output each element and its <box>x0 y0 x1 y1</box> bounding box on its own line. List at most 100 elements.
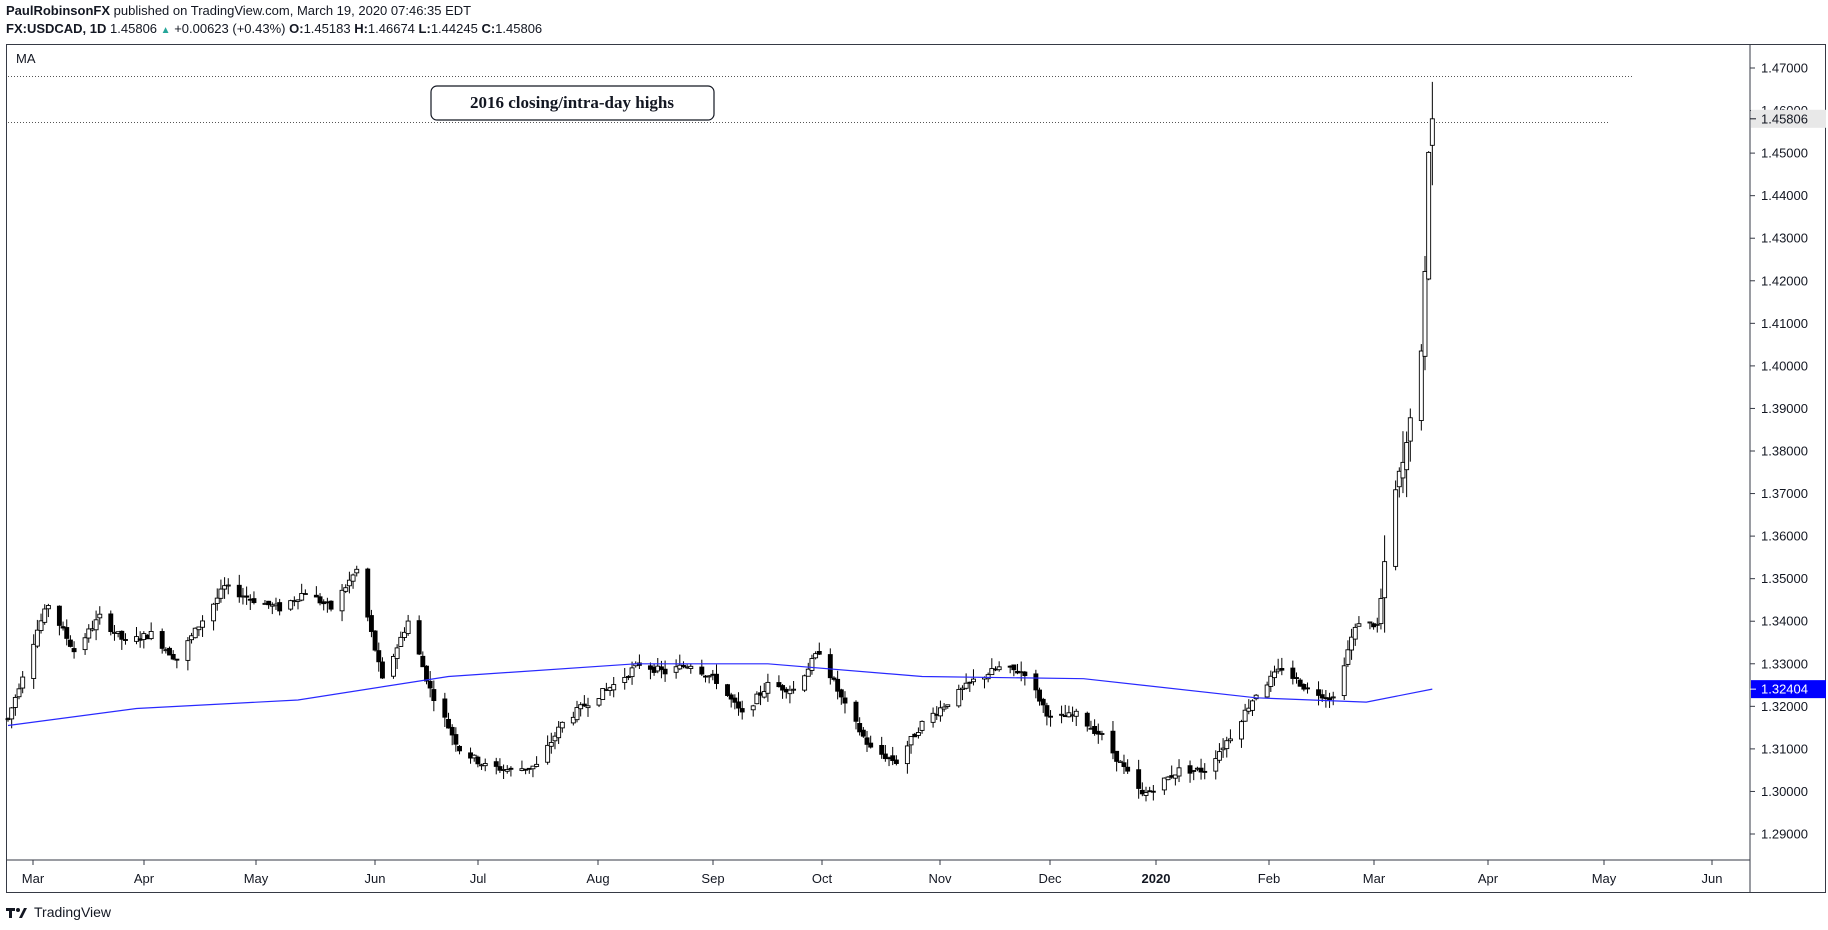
publish-text: published on TradingView.com, March 19, … <box>113 3 472 18</box>
candle-body <box>1216 751 1222 761</box>
candle-body <box>1114 750 1120 762</box>
candle-body <box>971 678 976 683</box>
candle-body <box>699 666 705 675</box>
candle-body <box>1253 694 1259 700</box>
candle-body <box>16 688 22 698</box>
candle-body <box>1422 270 1428 357</box>
candle-body <box>868 742 874 748</box>
candle-body <box>1327 697 1332 701</box>
candle-body <box>1429 118 1435 146</box>
candle-body <box>365 568 371 618</box>
candle-body <box>530 765 536 770</box>
author-name[interactable]: PaulRobinsonFX <box>6 3 110 18</box>
candle-body <box>956 688 962 707</box>
x-tick-label: Sep <box>701 871 724 886</box>
candle-body <box>277 602 283 612</box>
candle-body <box>813 653 819 659</box>
candle-body <box>313 594 319 598</box>
candle-body <box>831 677 837 680</box>
candle-body <box>860 729 866 737</box>
candle-body <box>787 689 793 695</box>
candle-body <box>167 647 172 656</box>
x-tick-label: Jun <box>365 871 386 886</box>
candle-body <box>629 667 635 678</box>
close-value: 1.45806 <box>495 21 543 36</box>
last-price-tag <box>1751 109 1826 128</box>
x-tick-label: May <box>1592 871 1617 886</box>
candle-body <box>1191 770 1197 772</box>
candle-body <box>1117 760 1123 763</box>
x-tick-label: Jul <box>470 871 487 886</box>
candle-body <box>185 640 191 661</box>
candle-body <box>453 734 459 745</box>
candle-body <box>1059 713 1065 716</box>
candle-body <box>416 620 422 655</box>
open-label: O: <box>289 21 304 36</box>
indicator-label-ma[interactable]: MA <box>16 51 36 66</box>
candle-body <box>890 755 896 762</box>
candle-body <box>1136 769 1142 789</box>
candle-body <box>725 684 730 696</box>
candle-body <box>728 694 734 700</box>
candle-body <box>1022 671 1028 677</box>
candle-body <box>915 732 921 736</box>
candle-body <box>1316 689 1321 696</box>
candle-body <box>508 767 514 770</box>
tradingview-brand[interactable]: TradingView <box>6 900 111 924</box>
candle-body <box>20 676 26 689</box>
candle-body <box>108 613 114 633</box>
candle-body <box>1396 470 1402 488</box>
candle-body <box>251 598 257 604</box>
close-label: C: <box>481 21 496 36</box>
candle-body <box>222 585 228 590</box>
candle-body <box>67 639 73 647</box>
candle-body <box>1198 767 1204 773</box>
candle-body <box>989 668 995 676</box>
open-value: 1.45183 <box>303 21 351 36</box>
candle-body <box>1264 684 1270 698</box>
candle-body <box>295 599 301 602</box>
chart-frame <box>6 44 1826 893</box>
last-price-tag-label: 1.45806 <box>1761 111 1808 126</box>
candle-body <box>1382 561 1388 599</box>
candle-body <box>996 666 1002 671</box>
candle-body <box>446 718 451 729</box>
candle-body <box>681 664 686 668</box>
candle-body <box>45 605 51 610</box>
y-tick-label: 1.47000 <box>1761 61 1808 76</box>
y-tick-label: 1.30000 <box>1761 784 1808 799</box>
candle-body <box>174 658 180 661</box>
x-tick-label: Mar <box>1363 871 1386 886</box>
candle-body <box>780 685 786 691</box>
high-label: H: <box>354 21 368 36</box>
candle-body <box>1297 679 1303 687</box>
candle-body <box>38 620 44 631</box>
candle-body <box>1242 709 1248 722</box>
candle-body <box>497 766 503 771</box>
candle-body <box>1073 710 1079 717</box>
x-tick-label: Mar <box>22 871 45 886</box>
candle-body <box>791 688 797 691</box>
candle-body <box>1227 738 1233 742</box>
candle-body <box>431 689 437 702</box>
publish-info: PaulRobinsonFX published on TradingView.… <box>6 2 471 20</box>
candle-body <box>1250 700 1255 711</box>
tradingview-logo-icon <box>6 908 27 918</box>
candle-body <box>857 723 863 733</box>
candle-body <box>802 675 808 691</box>
candle-body <box>218 588 224 599</box>
candle-body <box>339 589 345 612</box>
candle-body <box>1418 350 1424 421</box>
candle-body <box>963 682 969 689</box>
y-tick-label: 1.40000 <box>1761 358 1808 373</box>
candle-body <box>159 631 165 649</box>
candle-body <box>1341 665 1347 697</box>
candle-body <box>706 675 712 678</box>
x-tick-label: May <box>244 871 269 886</box>
candle-body <box>570 716 576 724</box>
candle-body <box>9 707 15 720</box>
candle-body <box>908 736 914 746</box>
candle-body <box>82 637 88 651</box>
candle-body <box>581 703 587 707</box>
